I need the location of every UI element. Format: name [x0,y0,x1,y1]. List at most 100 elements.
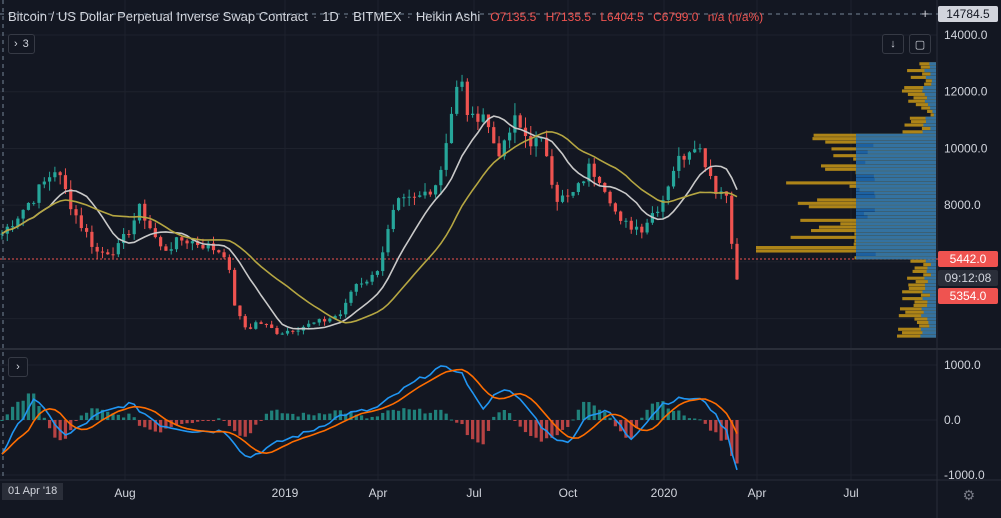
volume-profile-bar [926,120,936,124]
macd-histogram-bar [111,413,115,420]
volume-profile-bar [856,208,936,212]
macd-histogram-bar [243,420,247,437]
candle-body [275,327,279,334]
time-tick-label: Jul [466,486,481,500]
ohlc-values: O7135.5 H7135.5 L6404.5 C6799.0 n/a (n/a… [490,10,769,24]
change-value: n/a (n/a%) [707,9,764,24]
add-crosshair-icon[interactable]: + [921,6,929,21]
macd-histogram-bar [645,409,649,420]
macd-histogram-bar [682,415,686,420]
candle-body [285,330,290,334]
candle-body [513,115,517,133]
candle-body [693,149,697,153]
candle-body [37,184,41,203]
macd-histogram-bar [227,420,231,427]
macd-histogram-bar [63,420,68,439]
volume-profile-bar [897,334,936,338]
volume-profile-bar [756,249,936,253]
volume-profile-bar [856,194,936,199]
macd-histogram-bar [291,413,295,420]
macd-histogram-bar [280,413,284,420]
chevron-right-icon: › [14,38,18,50]
volume-profile-bar [925,286,936,290]
volume-profile-bar [856,184,936,188]
candle-body [497,143,501,157]
volume-profile-bar [923,86,936,90]
candle-body [402,197,406,199]
candle-body [122,234,126,244]
candle-body [508,132,512,141]
macd-histogram-bar [444,413,448,420]
macd-histogram-bar [74,420,78,421]
volume-profile-bar [920,65,936,69]
candle-body [460,81,464,87]
macd-histogram-bar [211,420,216,422]
volume-profile-bar [856,201,936,205]
candle-body [322,319,327,322]
macd-histogram-bar [217,418,221,420]
macd-histogram-bar [180,420,184,424]
volume-profile-bar [908,99,936,103]
volume-profile-bar [925,116,936,120]
macd-histogram-bar [486,420,491,431]
volume-profile-bar [856,198,936,202]
macd-histogram-bar [5,414,9,420]
volume-profile-bar [924,92,936,96]
volume-profile-bar [930,126,936,131]
macd-histogram-bar [21,400,25,420]
candle-body [201,245,205,249]
time-tick-label: 2019 [272,486,299,500]
macd-pane-toggle-button[interactable]: › [8,357,28,377]
candle-body [518,115,522,128]
last-price-tag: 5442.0 [938,251,998,267]
fullscreen-button[interactable]: ▢ [909,34,931,54]
chart-style-label[interactable]: Heikin Ashi [415,9,481,24]
candle-body [634,226,639,230]
crosshair-date-tag: 01 Apr '18 [2,483,64,500]
candle-body [492,127,496,144]
volume-profile-bar [921,307,936,311]
candle-body [375,271,380,275]
volume-profile-bar [856,137,936,141]
macd-histogram-bar [523,420,528,433]
candle-body [21,209,25,219]
candle-body [560,195,565,202]
candle-body [629,220,633,230]
indicators-toggle-button[interactable]: › 3 [8,34,35,54]
volume-profile-bar [910,75,936,79]
volume-profile-bar [915,280,936,284]
volume-profile-bar [856,154,936,158]
volume-profile-bar [923,123,936,127]
volume-profile-bar [856,249,936,253]
volume-profile-bar [924,283,936,287]
volume-profile-bar [902,297,936,301]
candle-body [354,284,358,292]
candle-body [486,114,491,128]
high-value: H7135.5 [545,9,591,24]
candle-body [10,226,15,228]
macd-histogram-bar [545,420,549,439]
macd-histogram-bar [433,409,438,420]
scroll-down-button[interactable]: ↓ [882,34,904,54]
macd-histogram-bar [518,420,522,427]
macd-tick-label: -1000.0 [944,468,985,482]
macd-histogram-bar [428,412,432,420]
candle-body [391,209,395,230]
volume-profile-bar [910,259,936,263]
candle-body [550,156,554,185]
volume-profile-bar [920,327,936,331]
volume-profile-bar [922,130,936,134]
macd-histogram-bar [687,418,692,420]
candle-body [159,237,163,247]
gear-icon[interactable]: ⚙ [962,487,975,503]
candle-body [666,186,670,200]
macd-histogram-bar [47,420,52,429]
macd-histogram-bar [148,420,152,430]
volume-profile-bar [856,215,936,219]
interval-label[interactable]: 1D [322,9,339,24]
close-value: C6799.0 [653,9,699,24]
volume-profile-bar [913,303,936,307]
symbol-title[interactable]: Bitcoin / US Dollar Perpetual Inverse Sw… [8,9,308,24]
candle-body [613,203,617,212]
